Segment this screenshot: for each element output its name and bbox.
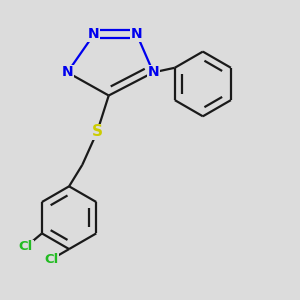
Text: N: N [131,27,142,41]
Text: Cl: Cl [19,240,33,253]
Text: S: S [92,124,103,139]
Text: Cl: Cl [44,253,58,266]
Text: N: N [88,27,100,41]
Text: N: N [61,65,73,80]
Text: N: N [148,65,159,80]
